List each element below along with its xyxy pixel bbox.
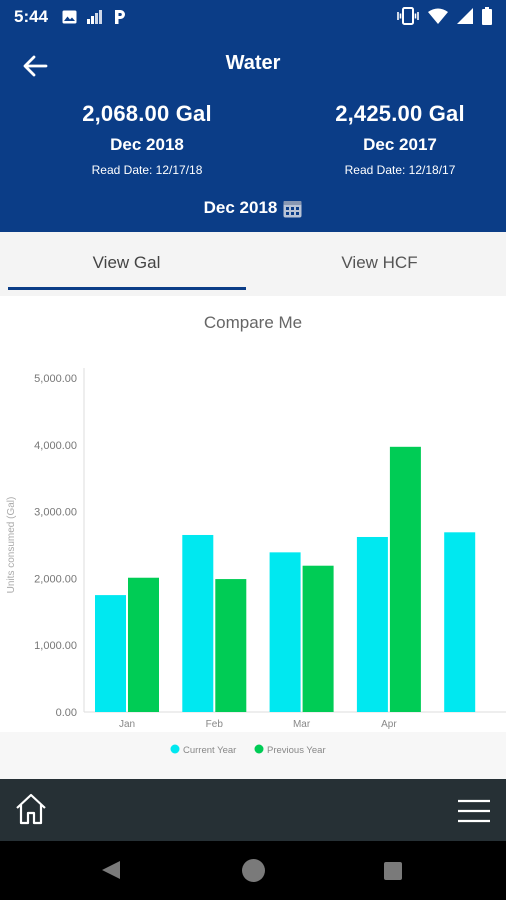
battery-icon [482, 7, 492, 25]
current-amount: 2,068.00 Gal [82, 101, 212, 126]
y-tick-label: 4,000.00 [34, 440, 77, 452]
calendar-icon[interactable] [283, 199, 302, 218]
system-nav-bar [0, 841, 506, 900]
bar-current-year [356, 536, 388, 712]
bar-previous-year [302, 565, 334, 712]
current-reading: 2,068.00 Gal Dec 2018 Read Date: 12/17/1… [47, 101, 247, 177]
chart-title: Compare Me [203, 313, 303, 332]
bar-previous-year [389, 446, 421, 712]
compare-chart: 0.00 1,000.00 2,000.00 3,000.00 4,000.00 5,00… [0, 368, 506, 779]
y-axis-label: Units consumed (Gal) [6, 497, 17, 594]
wifi-icon [428, 8, 448, 24]
nav-back-icon[interactable] [100, 859, 122, 881]
bar-previous-year [128, 577, 159, 712]
y-tick-label: 5,000.00 [34, 373, 77, 385]
previous-read-date: Read Date: 12/18/17 [344, 163, 456, 177]
previous-amount: 2,425.00 Gal [335, 101, 465, 126]
hamburger-menu-icon[interactable] [458, 799, 490, 823]
previous-month: Dec 2017 [363, 135, 437, 154]
legend-swatch [254, 744, 264, 754]
image-icon [62, 10, 77, 23]
bottom-app-bar [0, 779, 506, 841]
header: Water 2,068.00 Gal Dec 2018 Read Date: 1… [0, 33, 506, 232]
x-tick-label: Jan [119, 719, 135, 730]
legend-area [0, 732, 506, 779]
page-title: Water [225, 52, 281, 74]
y-tick-label: 0.00 [56, 707, 77, 719]
tab-view-hcf[interactable]: View HCF [341, 253, 418, 272]
current-month: Dec 2018 [110, 135, 184, 154]
status-bar: 5:44 [0, 0, 506, 33]
nav-home-icon[interactable] [242, 859, 265, 882]
signal-icon [87, 10, 103, 24]
y-tick-label: 2,000.00 [34, 573, 77, 585]
x-tick-label: Apr [381, 719, 397, 730]
nav-recents-icon[interactable] [384, 862, 402, 880]
chart-panel: 0.00 1,000.00 2,000.00 3,000.00 4,000.00 5,00… [0, 296, 506, 779]
tab-view-gal[interactable]: View Gal [92, 253, 161, 272]
status-time: 5:44 [14, 6, 49, 26]
bar-previous-year [215, 579, 247, 712]
arrow-left-icon[interactable] [20, 51, 50, 81]
legend-label: Current Year [183, 745, 236, 756]
bar-current-year [269, 552, 301, 712]
current-read-date: Read Date: 12/17/18 [91, 163, 203, 177]
period-picker[interactable]: Dec 2018 [0, 198, 506, 218]
vibrate-icon [397, 7, 419, 25]
home-icon[interactable] [14, 792, 48, 826]
unit-tabs: View Gal View HCF [0, 232, 506, 296]
legend-swatch [170, 744, 180, 754]
period-label: Dec 2018 [203, 198, 278, 217]
y-tick-label: 1,000.00 [34, 640, 77, 652]
bar-current-year [95, 595, 126, 712]
y-tick-label: 3,000.00 [34, 507, 77, 519]
cell-signal-icon [457, 8, 473, 24]
x-tick-label: Feb [206, 719, 224, 730]
previous-reading: 2,425.00 Gal Dec 2017 Read Date: 12/18/1… [300, 101, 500, 177]
x-tick-label: Mar [293, 719, 311, 730]
legend-label: Previous Year [267, 745, 326, 756]
tab-selected-indicator [8, 287, 246, 290]
parking-icon [115, 9, 126, 24]
bar-current-year [444, 532, 476, 712]
bar-current-year [182, 534, 214, 712]
